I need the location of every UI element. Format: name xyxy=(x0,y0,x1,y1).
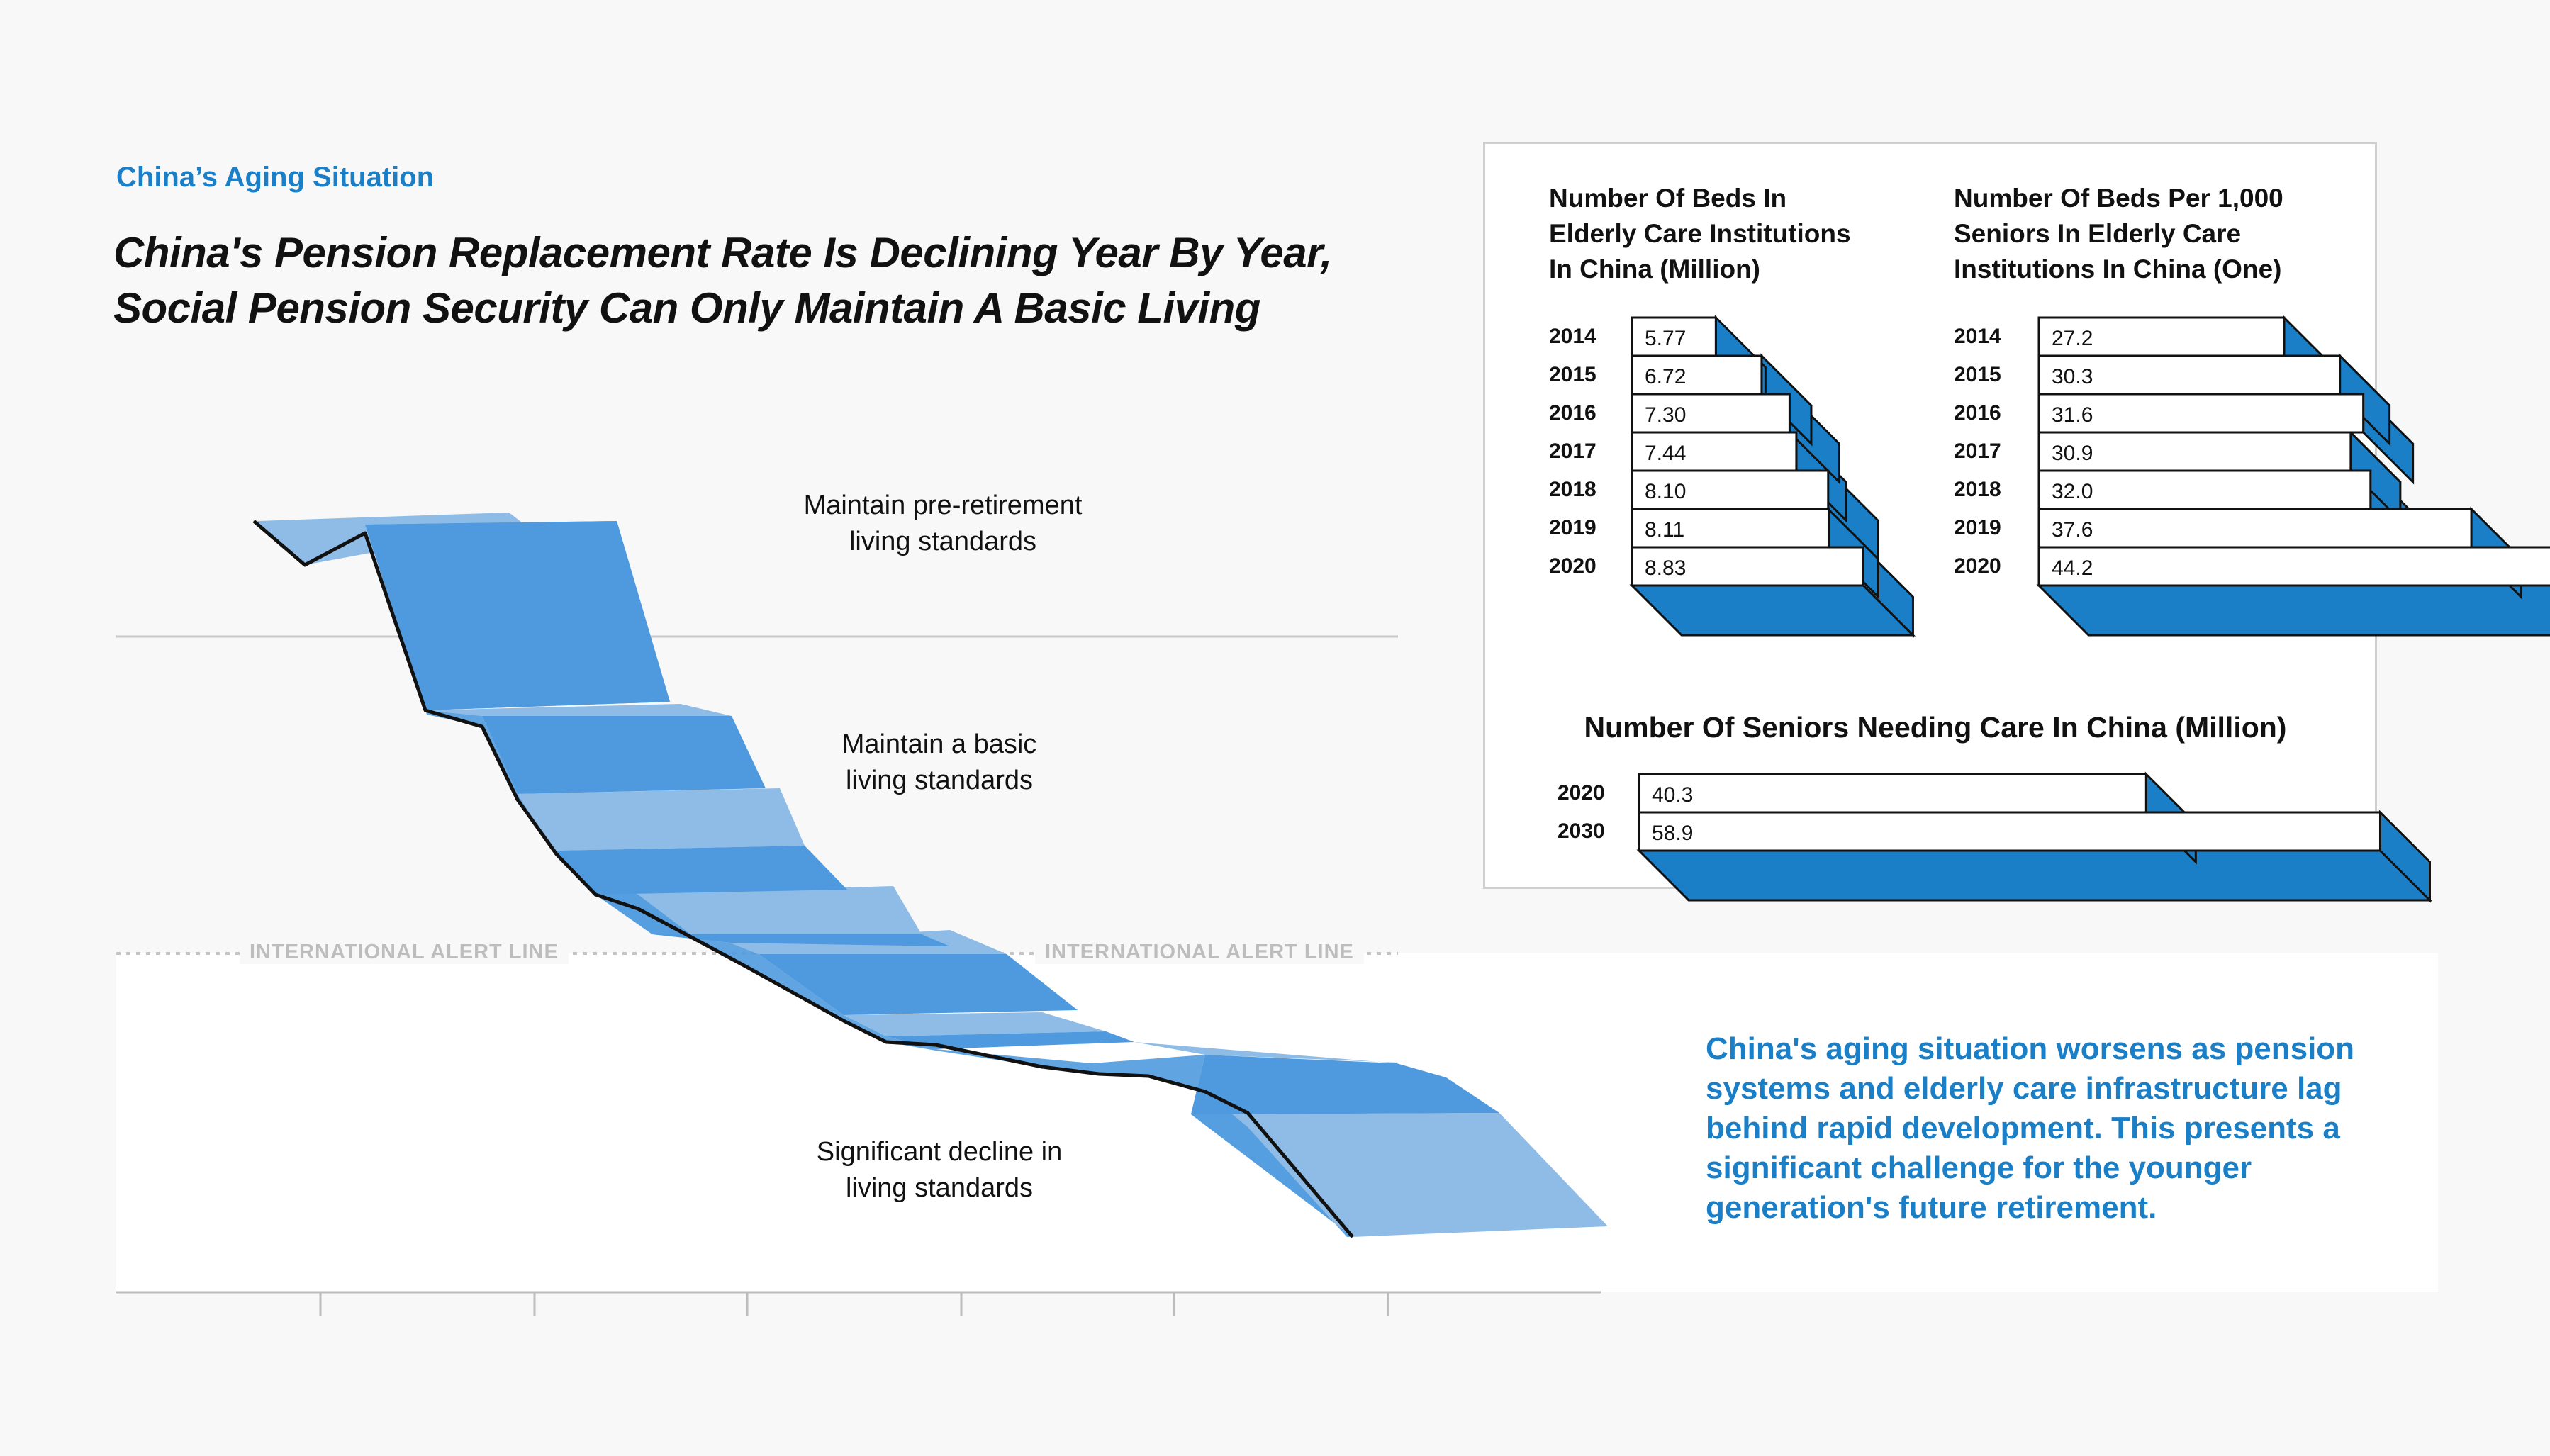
bar-value-label: 58.9 xyxy=(1652,822,1693,845)
bar xyxy=(1631,316,1717,357)
chart-title: In China (Million) xyxy=(1549,254,1760,284)
bar-category-label: 2014 xyxy=(1954,325,2001,348)
bar xyxy=(1638,811,2381,852)
bar-value-label: 7.30 xyxy=(1645,403,1686,427)
section-kicker: China’s Aging Situation xyxy=(116,162,435,193)
bar xyxy=(1631,469,1830,510)
ribbon-band-dark xyxy=(652,934,950,946)
bar xyxy=(1631,431,1798,472)
bar-category-label: 2019 xyxy=(1954,516,2001,539)
bar-value-label: 8.83 xyxy=(1645,556,1686,580)
ribbon-band-light xyxy=(425,704,732,716)
ribbon-band-light xyxy=(1191,1113,1608,1237)
chart-title: Number Of Seniors Needing Care In China … xyxy=(1584,711,2287,744)
ribbon-band-dark xyxy=(1191,1055,1499,1114)
bar xyxy=(2037,546,2550,587)
title-line-1: China's Pension Replacement Rate Is Decl… xyxy=(113,229,1332,276)
bar-value-label: 8.11 xyxy=(1645,518,1684,542)
ribbon-band-dark xyxy=(553,846,847,895)
ribbon-band-light xyxy=(844,1012,1106,1036)
title-line-2: Social Pension Security Can Only Maintai… xyxy=(113,284,1260,332)
bar xyxy=(1631,546,1864,587)
bar-value-label: 31.6 xyxy=(2052,403,2093,427)
bar-category-label: 2015 xyxy=(1549,363,1596,386)
bar-category-label: 2019 xyxy=(1549,516,1596,539)
bar-category-label: 2016 xyxy=(1549,401,1596,425)
bar-depth-bottom xyxy=(2036,584,2550,637)
bar-value-label: 32.0 xyxy=(2052,480,2093,503)
x-axis-ticks xyxy=(319,1292,1389,1316)
bar-depth-bottom xyxy=(1636,849,2433,902)
bar-category-label: 2016 xyxy=(1954,401,2001,425)
summary-text: China's aging situation worsens as pensi… xyxy=(1706,1031,2355,1225)
bar-value-label: 27.2 xyxy=(2052,327,2093,350)
seniors-care-chart: Number Of Seniors Needing Care In China … xyxy=(1558,711,2433,903)
stage-label-decline: Significant decline in living standards xyxy=(816,1137,1063,1203)
bar-value-label: 44.2 xyxy=(2052,556,2093,580)
stage-label-basic: Maintain a basic living standards xyxy=(841,729,1037,795)
bar xyxy=(2037,508,2473,549)
chart-title: Seniors In Elderly Care xyxy=(1954,219,2241,248)
bar-category-label: 2020 xyxy=(1558,781,1605,805)
ribbon-band-dark xyxy=(759,954,1078,1015)
bar-value-label: 37.6 xyxy=(2052,518,2093,542)
bar-category-label: 2014 xyxy=(1549,325,1596,348)
bar-category-label: 2017 xyxy=(1954,439,2001,463)
beds-per-1000-chart: Number Of Beds Per 1,000 Seniors In Elder… xyxy=(1954,184,2550,637)
bar-category-label: 2017 xyxy=(1549,439,1596,463)
alert-line-label-right: INTERNATIONAL ALERT LINE xyxy=(1035,941,1364,964)
bar-value-label: 8.10 xyxy=(1645,480,1686,503)
chart-title: Number Of Beds Per 1,000 xyxy=(1954,184,2283,213)
bar-category-label: 2030 xyxy=(1558,819,1605,843)
bar-category-label: 2020 xyxy=(1954,554,2001,578)
bar-value-label: 30.3 xyxy=(2052,365,2093,388)
ribbon-band-light xyxy=(595,886,922,934)
ribbon-band-dark xyxy=(482,716,766,794)
alert-line-label-left: INTERNATIONAL ALERT LINE xyxy=(240,941,569,964)
stage-label-pre-retirement: Maintain pre-retirement living standards xyxy=(803,491,1083,556)
bar-value-label: 40.3 xyxy=(1652,783,1693,807)
ribbon-band-dark xyxy=(886,1031,1134,1049)
bar-value-label: 7.44 xyxy=(1645,442,1686,465)
chart-title: Elderly Care Institutions xyxy=(1549,219,1851,248)
bar xyxy=(1638,773,2147,814)
bar-value-label: 30.9 xyxy=(2052,442,2093,465)
ribbon-body xyxy=(365,521,1353,1237)
beds-chart: Number Of Beds In Elderly Care Institutio… xyxy=(1549,184,1916,638)
bar-category-label: 2018 xyxy=(1954,478,2001,501)
bar xyxy=(1631,393,1791,434)
chart-title: Institutions In China (One) xyxy=(1954,254,2281,284)
bar xyxy=(1631,508,1830,549)
bar xyxy=(2037,316,2286,357)
page-title: China's Pension Replacement Rate Is Decl… xyxy=(113,225,1460,336)
bar xyxy=(2037,431,2352,472)
chart-title: Number Of Beds In xyxy=(1549,184,1786,213)
bar xyxy=(2037,393,2365,434)
bar-value-label: 6.72 xyxy=(1645,365,1686,388)
bar xyxy=(1631,354,1763,396)
bar-category-label: 2020 xyxy=(1549,554,1596,578)
replacement-rate-line xyxy=(252,520,1354,1238)
pension-ribbon xyxy=(252,513,1608,1238)
ribbon-band-light xyxy=(518,788,805,851)
bar-category-label: 2015 xyxy=(1954,363,2001,386)
bar-value-label: 5.77 xyxy=(1645,327,1686,350)
bar-category-label: 2018 xyxy=(1549,478,1596,501)
